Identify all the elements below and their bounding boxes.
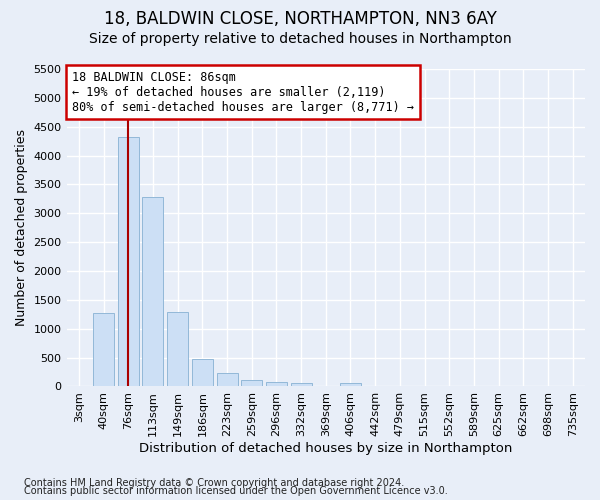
Bar — [217, 373, 238, 386]
Bar — [167, 312, 188, 386]
Bar — [340, 383, 361, 386]
Bar — [118, 136, 139, 386]
Text: 18 BALDWIN CLOSE: 86sqm
← 19% of detached houses are smaller (2,119)
80% of semi: 18 BALDWIN CLOSE: 86sqm ← 19% of detache… — [72, 70, 414, 114]
Bar — [241, 380, 262, 386]
Bar — [93, 313, 114, 386]
Bar — [290, 383, 311, 386]
Text: Size of property relative to detached houses in Northampton: Size of property relative to detached ho… — [89, 32, 511, 46]
X-axis label: Distribution of detached houses by size in Northampton: Distribution of detached houses by size … — [139, 442, 512, 455]
Text: 18, BALDWIN CLOSE, NORTHAMPTON, NN3 6AY: 18, BALDWIN CLOSE, NORTHAMPTON, NN3 6AY — [104, 10, 496, 28]
Text: Contains public sector information licensed under the Open Government Licence v3: Contains public sector information licen… — [24, 486, 448, 496]
Text: Contains HM Land Registry data © Crown copyright and database right 2024.: Contains HM Land Registry data © Crown c… — [24, 478, 404, 488]
Y-axis label: Number of detached properties: Number of detached properties — [15, 129, 28, 326]
Bar — [192, 359, 213, 386]
Bar — [142, 197, 163, 386]
Bar — [266, 382, 287, 386]
